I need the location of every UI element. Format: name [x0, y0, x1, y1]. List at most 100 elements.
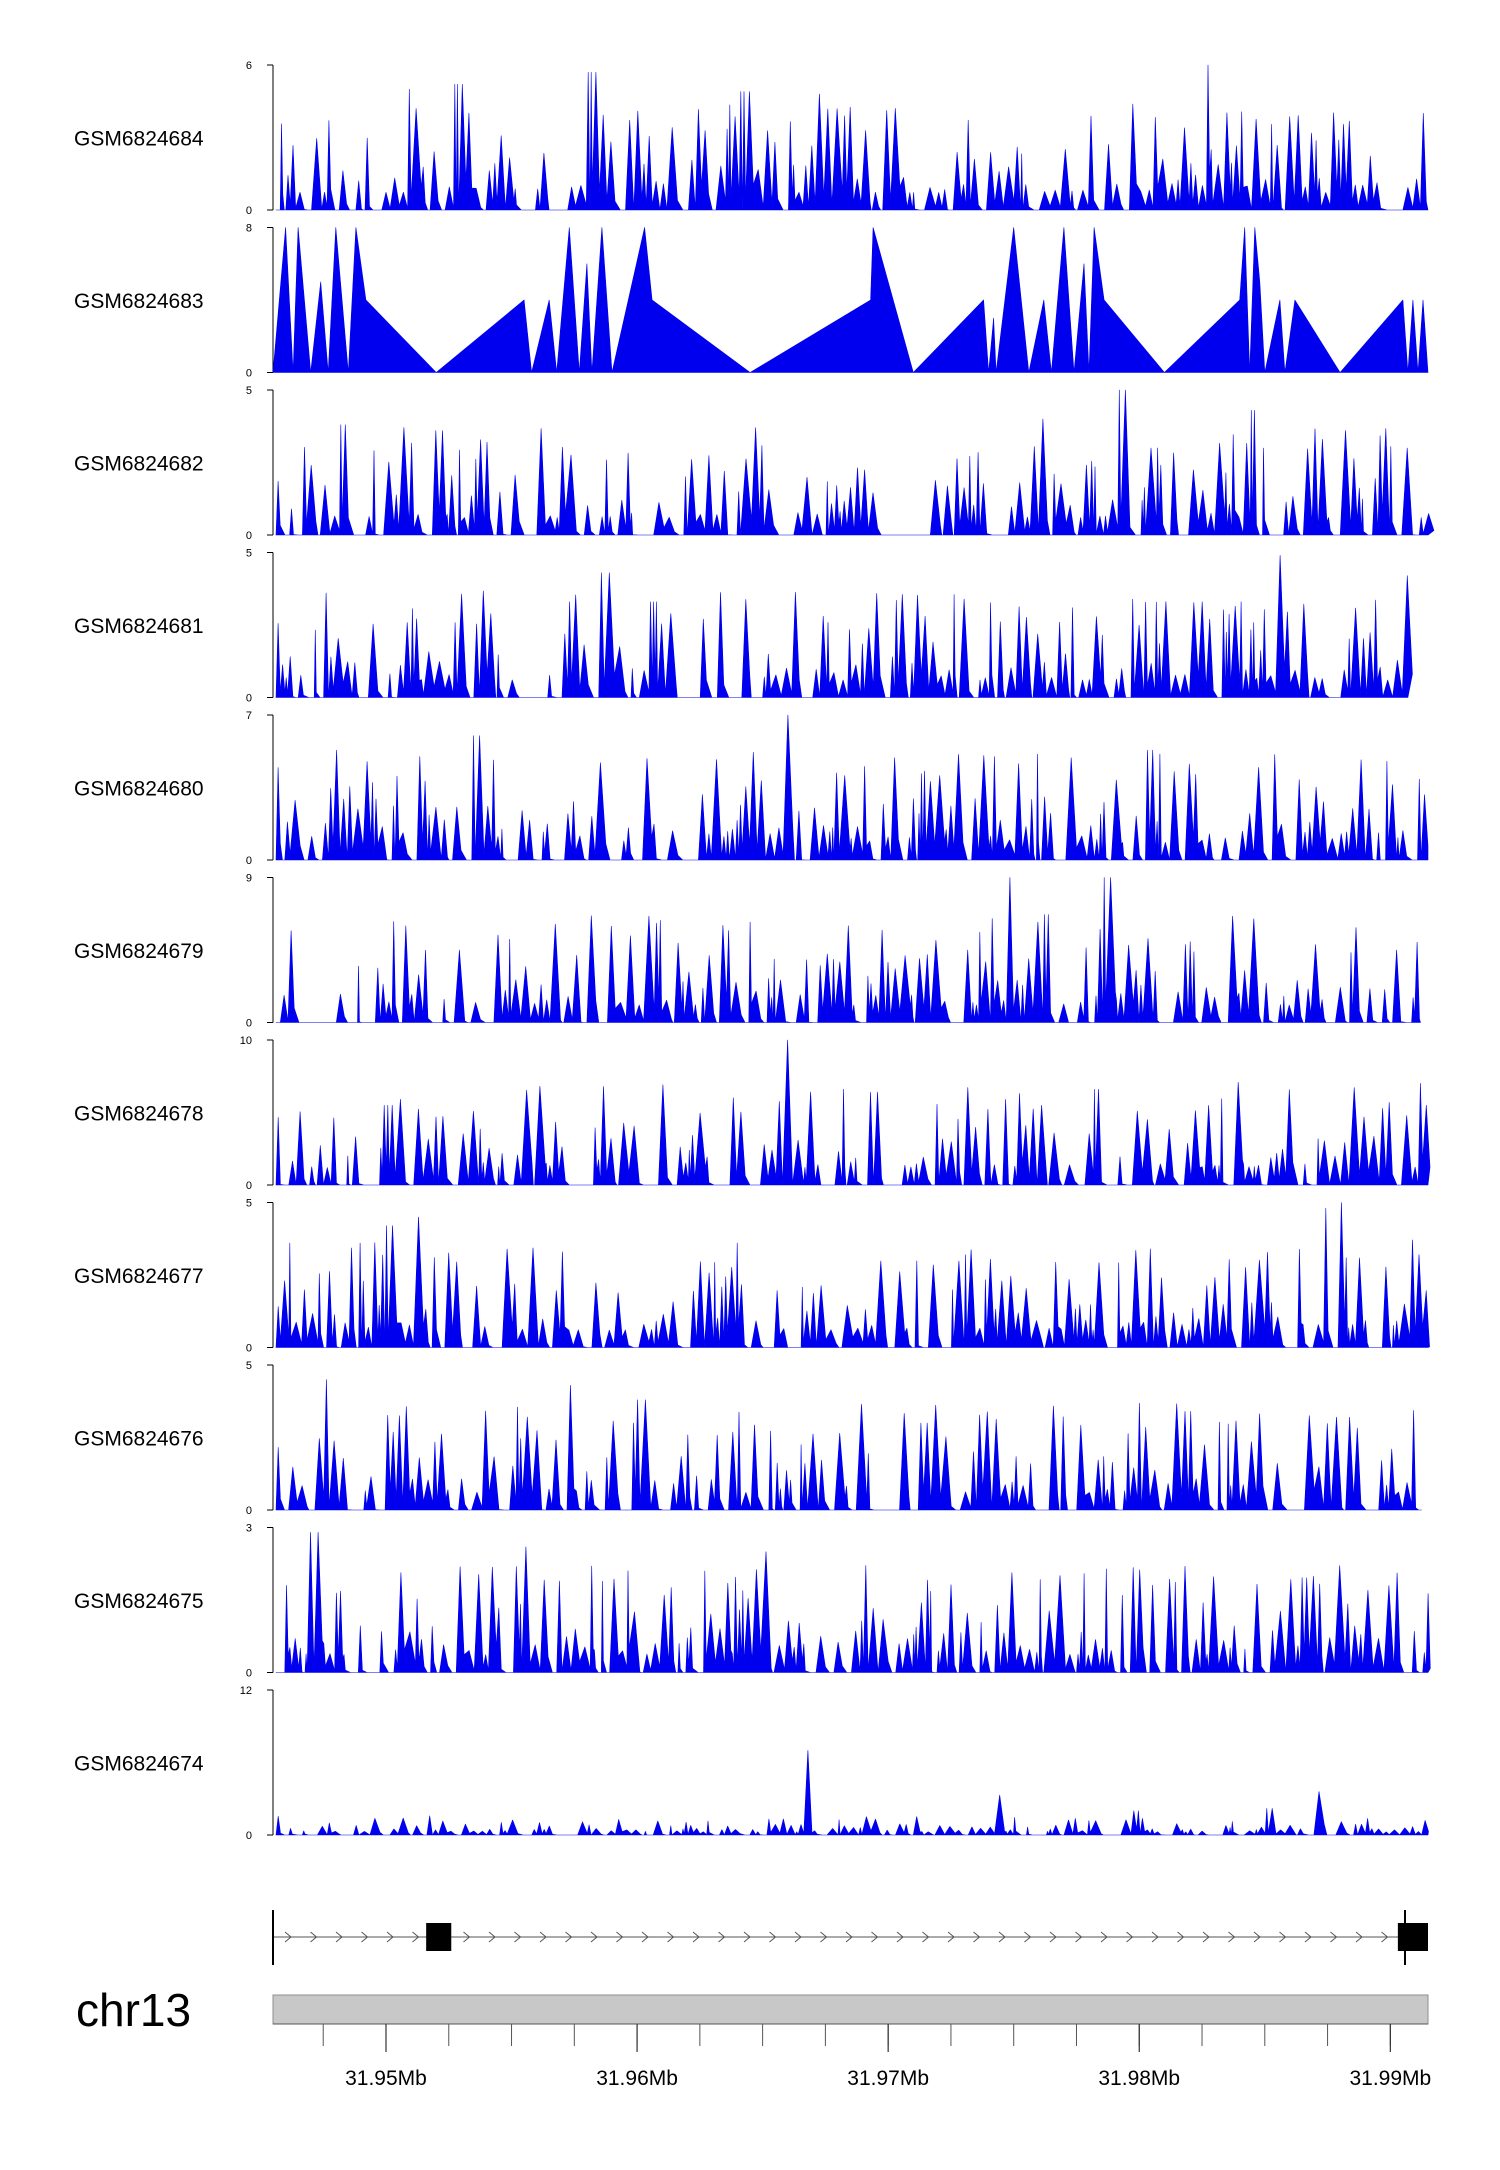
- y-max-label: 12: [240, 1685, 252, 1697]
- chromosome-band: [272, 1994, 1429, 2025]
- strand-arrow: [590, 1931, 598, 1943]
- sample-label: GSM6824679: [74, 940, 204, 963]
- strand-arrow: [1355, 1931, 1363, 1943]
- sample-label: GSM6824675: [74, 1590, 204, 1613]
- strand-arrow: [1330, 1931, 1338, 1943]
- strand-arrow: [871, 1931, 879, 1943]
- strand-arrow: [310, 1931, 318, 1943]
- strand-arrow: [1075, 1931, 1083, 1943]
- coverage-tracks: 6 0 GSM6824684 8 0 GSM6824683 5 0 GSM6824682 5 0 GS…: [74, 60, 1435, 1842]
- axis-tick-label: 31.96Mb: [596, 2067, 678, 2090]
- strand-arrow: [488, 1931, 496, 1943]
- strand-arrow: [896, 1931, 904, 1943]
- strand-arrow: [692, 1931, 700, 1943]
- coverage-area: [275, 555, 1413, 698]
- strand-arrow: [1100, 1931, 1108, 1943]
- strand-arrow: [514, 1931, 522, 1943]
- y-min-label: 0: [246, 1343, 252, 1355]
- y-max-label: 7: [246, 710, 252, 722]
- strand-arrow: [1381, 1931, 1389, 1943]
- track-GSM6824682: 5 0 GSM6824682: [74, 385, 1435, 542]
- axis-tick-label: 31.95Mb: [345, 2067, 427, 2090]
- gene-model-track: [272, 1910, 1428, 1965]
- y-min-label: 0: [246, 1830, 252, 1842]
- coverage-area: [272, 227, 1429, 373]
- exon-block: [426, 1923, 452, 1951]
- y-min-label: 0: [246, 693, 252, 705]
- chromosome-label: chr13: [76, 1984, 191, 2036]
- y-max-label: 8: [246, 223, 252, 235]
- axis-tick-label: 31.98Mb: [1098, 2067, 1180, 2090]
- strand-arrow: [1202, 1931, 1210, 1943]
- strand-arrow: [1177, 1931, 1185, 1943]
- track-GSM6824680: 7 0 GSM6824680: [74, 710, 1429, 867]
- track-GSM6824675: 3 0 GSM6824675: [74, 1523, 1431, 1680]
- strand-arrow: [616, 1931, 624, 1943]
- strand-arrow: [284, 1931, 292, 1943]
- y-max-label: 5: [246, 548, 252, 560]
- coverage-area: [275, 64, 1429, 211]
- track-GSM6824676: 5 0 GSM6824676: [74, 1360, 1422, 1517]
- strand-arrow: [922, 1931, 930, 1943]
- strand-arrow: [412, 1931, 420, 1943]
- y-max-label: 10: [240, 1035, 252, 1047]
- strand-arrow: [820, 1931, 828, 1943]
- strand-arrow: [641, 1931, 649, 1943]
- sample-label: GSM6824681: [74, 615, 204, 638]
- sample-label: GSM6824678: [74, 1103, 204, 1126]
- strand-arrow: [1151, 1931, 1159, 1943]
- y-min-label: 0: [246, 855, 252, 867]
- strand-arrow: [1049, 1931, 1057, 1943]
- track-GSM6824681: 5 0 GSM6824681: [74, 548, 1413, 705]
- chromosome-ideogram: chr13: [76, 1984, 1429, 2036]
- strand-arrow: [973, 1931, 981, 1943]
- strand-arrow: [667, 1931, 675, 1943]
- exon-block: [1397, 1923, 1428, 1951]
- track-GSM6824674: 12 0 GSM6824674: [74, 1685, 1429, 1842]
- sample-label: GSM6824682: [74, 453, 204, 476]
- y-max-label: 3: [246, 1523, 252, 1535]
- strand-arrow: [743, 1931, 751, 1943]
- genomic-axis: 31.95Mb 31.96Mb 31.97Mb 31.98Mb 31.99Mb: [273, 2023, 1431, 2090]
- coverage-area: [275, 714, 1429, 861]
- strand-arrow: [361, 1931, 369, 1943]
- axis-tick-label: 31.97Mb: [847, 2067, 929, 2090]
- coverage-area: [275, 1039, 1431, 1186]
- strand-arrow: [1253, 1931, 1261, 1943]
- axis-tick-label: 31.99Mb: [1349, 2067, 1431, 2090]
- strand-arrow: [463, 1931, 471, 1943]
- coverage-area: [275, 1379, 1422, 1511]
- strand-arrow: [998, 1931, 1006, 1943]
- strand-arrow: [769, 1931, 777, 1943]
- strand-arrow: [1024, 1931, 1032, 1943]
- coverage-area: [275, 1532, 1431, 1673]
- y-min-label: 0: [246, 368, 252, 380]
- y-min-label: 0: [246, 1180, 252, 1192]
- strand-arrow: [1126, 1931, 1134, 1943]
- track-GSM6824677: 5 0 GSM6824677: [74, 1198, 1430, 1355]
- strand-arrow: [1228, 1931, 1236, 1943]
- track-GSM6824678: 10 0 GSM6824678: [74, 1035, 1431, 1192]
- y-max-label: 5: [246, 1198, 252, 1210]
- strand-arrow: [539, 1931, 547, 1943]
- strand-arrow: [1304, 1931, 1312, 1943]
- strand-arrow: [565, 1931, 573, 1943]
- strand-arrow: [794, 1931, 802, 1943]
- strand-arrow: [947, 1931, 955, 1943]
- strand-arrow: [1279, 1931, 1287, 1943]
- track-GSM6824683: 8 0 GSM6824683: [74, 223, 1429, 380]
- track-GSM6824684: 6 0 GSM6824684: [74, 60, 1429, 217]
- sample-label: GSM6824674: [74, 1753, 204, 1776]
- y-min-label: 0: [246, 1505, 252, 1517]
- strand-arrow: [386, 1931, 394, 1943]
- y-min-label: 0: [246, 205, 252, 217]
- sample-label: GSM6824676: [74, 1428, 204, 1451]
- y-max-label: 5: [246, 1360, 252, 1372]
- y-max-label: 5: [246, 385, 252, 397]
- coverage-area: [275, 389, 1435, 536]
- coverage-area: [275, 877, 1421, 1023]
- sample-label: GSM6824683: [74, 290, 204, 313]
- coverage-area: [275, 1202, 1430, 1348]
- strand-arrow: [335, 1931, 343, 1943]
